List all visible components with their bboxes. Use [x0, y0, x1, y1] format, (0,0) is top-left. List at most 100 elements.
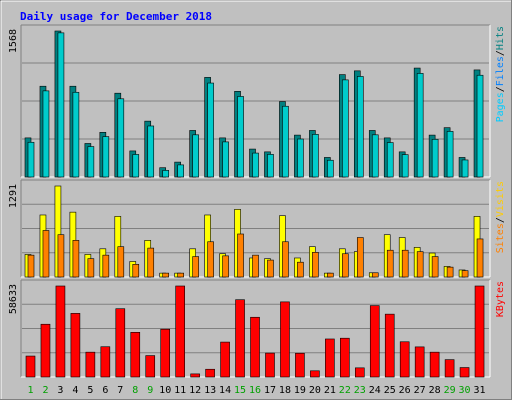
x-tick-label: 2 — [42, 385, 48, 396]
bar-sites — [27, 254, 35, 278]
y-max-label: 58633 — [8, 284, 19, 314]
bar-kbytes — [40, 323, 51, 378]
x-tick-label: 4 — [72, 385, 78, 396]
bar-sites — [476, 238, 484, 278]
bar-sites — [102, 254, 110, 278]
bar-kbytes — [235, 299, 245, 378]
bar-sites — [117, 246, 125, 278]
bar-sites — [162, 272, 170, 278]
bar-kbytes — [340, 337, 350, 378]
bar-files — [476, 74, 484, 178]
x-tick-label: 26 — [399, 385, 411, 396]
bar-files — [237, 96, 244, 178]
bar-kbytes — [280, 301, 290, 378]
legend-visits: Visits — [495, 181, 506, 217]
bar-sites — [327, 272, 334, 278]
x-tick-label: 21 — [324, 385, 336, 396]
bar-kbytes — [190, 373, 200, 378]
bar-files — [117, 98, 125, 178]
x-tick-label: 16 — [249, 385, 261, 396]
legend-separator: / — [495, 50, 506, 56]
x-tick-label: 8 — [132, 385, 138, 396]
bar-files — [401, 154, 409, 178]
legend: Sites/Visits — [495, 181, 506, 253]
bar-files — [147, 125, 155, 178]
bar-files — [72, 91, 80, 178]
y-max-label: 1291 — [8, 184, 19, 208]
bar-kbytes — [444, 359, 455, 378]
bar-sites — [342, 253, 349, 278]
legend-pages: Pages — [495, 92, 506, 122]
legend-separator: / — [495, 86, 506, 92]
bar-files — [267, 154, 274, 178]
bar-kbytes — [414, 346, 425, 378]
bar-sites — [177, 272, 184, 278]
x-tick-label: 27 — [414, 385, 426, 396]
bar-sites — [297, 261, 304, 278]
legend-kbytes: KBytes — [495, 281, 506, 317]
bar-kbytes — [354, 367, 365, 378]
legend: KBytes — [495, 281, 506, 317]
bar-sites — [237, 233, 244, 278]
bar-files — [312, 134, 319, 178]
bar-kbytes — [384, 313, 395, 378]
bar-kbytes — [265, 352, 275, 378]
bar-files — [222, 141, 229, 178]
bar-kbytes — [175, 285, 185, 378]
bar-sites — [42, 230, 50, 278]
bar-files — [177, 164, 184, 178]
bar-files — [371, 134, 379, 178]
bar-files — [252, 152, 259, 178]
bar-sites — [446, 266, 454, 278]
bar-kbytes — [70, 313, 81, 378]
bar-kbytes — [474, 285, 485, 378]
bar-kbytes — [160, 328, 171, 378]
legend-files: Files — [495, 56, 506, 86]
legend: Pages/Files/Hits — [495, 26, 506, 122]
bar-kbytes — [429, 351, 440, 378]
bar-sites — [87, 258, 95, 278]
x-tick-label: 24 — [369, 385, 381, 396]
bar-files — [386, 142, 394, 178]
x-tick-label: 5 — [87, 385, 93, 396]
x-tick-label: 25 — [384, 385, 396, 396]
bar-sites — [401, 249, 409, 278]
bar-files — [342, 79, 349, 178]
x-tick-label: 9 — [147, 385, 153, 396]
bar-files — [431, 138, 439, 178]
bar-files — [461, 159, 469, 178]
bar-kbytes — [145, 355, 156, 378]
bar-kbytes — [115, 308, 126, 378]
bar-kbytes — [295, 352, 305, 378]
bar-sites — [461, 270, 469, 278]
x-tick-label: 7 — [117, 385, 123, 396]
bar-kbytes — [369, 305, 380, 378]
y-max-label: 1568 — [8, 29, 19, 53]
x-tick-label: 19 — [294, 385, 306, 396]
bar-files — [356, 76, 364, 178]
bar-files — [207, 82, 214, 178]
bar-kbytes — [250, 316, 260, 378]
bar-kbytes — [459, 367, 470, 378]
x-tick-label: 31 — [474, 385, 486, 396]
bar-sites — [57, 234, 65, 278]
bar-sites — [192, 256, 199, 278]
x-tick-label: 13 — [204, 385, 216, 396]
bar-sites — [132, 264, 140, 278]
bar-files — [42, 90, 50, 178]
x-tick-label: 12 — [189, 385, 201, 396]
x-tick-label: 1 — [27, 385, 33, 396]
x-tick-label: 18 — [279, 385, 291, 396]
bar-sites — [416, 251, 424, 278]
legend-separator: / — [495, 217, 506, 223]
bar-kbytes — [325, 338, 335, 378]
x-tick-label: 11 — [174, 385, 186, 396]
bar-kbytes — [85, 351, 96, 378]
bar-sites — [386, 249, 394, 278]
bar-sites — [356, 237, 364, 278]
bar-kbytes — [205, 368, 215, 378]
bar-sites — [267, 259, 274, 278]
x-tick-label: 14 — [219, 385, 231, 396]
